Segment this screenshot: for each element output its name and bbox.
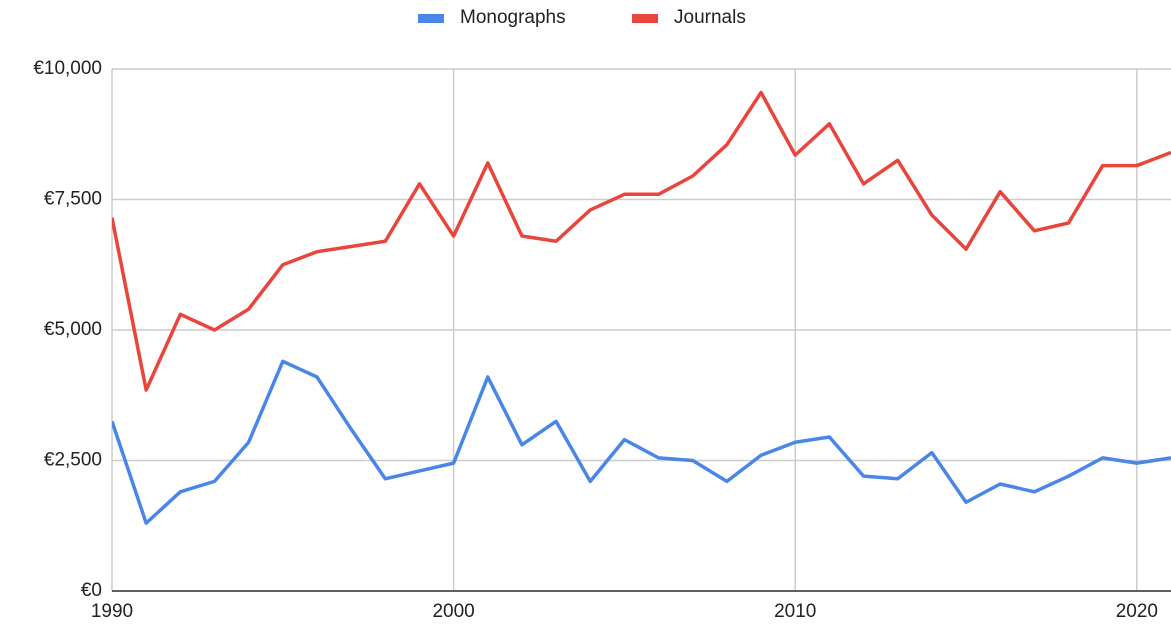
- plot-area: [112, 90, 1171, 525]
- y-tick-label: €10,000: [33, 58, 102, 79]
- x-tick-label: 2000: [432, 601, 474, 622]
- legend-label: Monographs: [460, 7, 566, 28]
- x-tick-label: 1990: [91, 601, 133, 622]
- legend-swatch: [632, 14, 658, 23]
- y-tick-label: €0: [81, 580, 102, 601]
- legend-label: Journals: [674, 7, 746, 28]
- x-tick-label: 2010: [774, 601, 816, 622]
- y-tick-label: €5,000: [44, 319, 102, 340]
- y-tick-label: €2,500: [44, 450, 102, 471]
- x-tick-label: 2020: [1116, 601, 1158, 622]
- legend-swatch: [418, 14, 444, 23]
- line-series: [112, 359, 1171, 525]
- y-tick-label: €7,500: [44, 189, 102, 210]
- line-series: [112, 90, 1171, 392]
